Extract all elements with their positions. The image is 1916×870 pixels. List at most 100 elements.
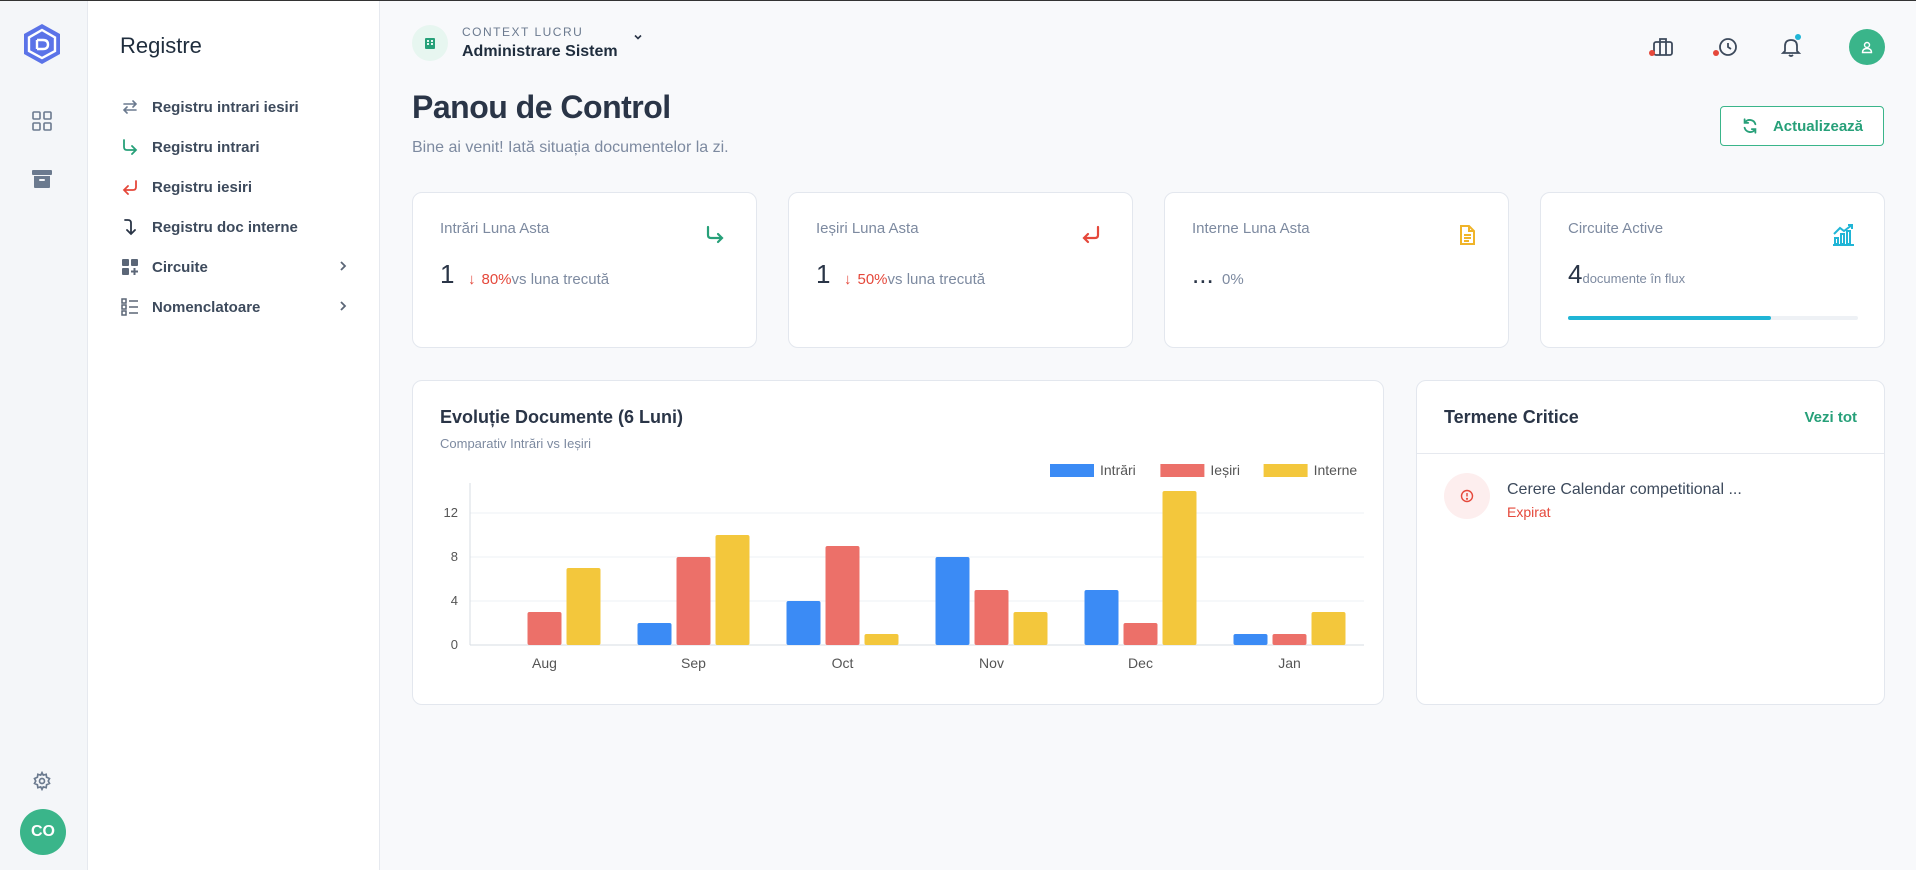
bar-ieșiri	[676, 557, 711, 645]
menu-item-registru-intrari[interactable]: Registru intrari	[120, 133, 350, 161]
chevron-right-icon	[336, 259, 350, 273]
menu-item-nomenclatoare[interactable]: Nomenclatoare	[120, 293, 350, 321]
trend-down-icon: ↓	[844, 271, 852, 288]
menu-item-circuite[interactable]: Circuite	[120, 253, 350, 281]
x-tick-label: Jan	[1278, 655, 1301, 671]
trend-percent: 50%	[857, 271, 888, 288]
stat-value: 1	[816, 259, 831, 289]
bell-icon[interactable]	[1773, 29, 1809, 65]
indicator-dot	[1795, 34, 1801, 40]
arrow-incoming-icon	[701, 221, 729, 249]
history-clock-icon[interactable]	[1709, 29, 1745, 65]
menu-item-registru-doc-interne[interactable]: Registru doc interne	[120, 213, 350, 241]
alert-circle-icon	[1444, 473, 1490, 519]
stat-card-iesiri: Ieșiri Luna Asta 1 ↓ 50%vs luna trecută	[788, 192, 1133, 348]
y-tick-label: 8	[451, 549, 458, 564]
deadline-name: Cerere Calendar competitional ...	[1507, 481, 1742, 498]
bar-ieșiri	[527, 612, 562, 645]
deadline-status: Expirat	[1507, 504, 1551, 520]
indicator-dot	[1713, 50, 1719, 56]
context-label: CONTEXT LUCRU	[462, 25, 584, 39]
menu-item-label: Registru intrari	[152, 138, 260, 156]
divider	[1417, 453, 1884, 454]
swap-arrows-icon	[120, 97, 140, 117]
user-avatar[interactable]: CO	[20, 809, 66, 855]
x-tick-label: Oct	[832, 655, 854, 671]
refresh-label: Actualizează	[1772, 117, 1864, 135]
stat-caption: documente în flux	[1582, 271, 1686, 286]
chart-up-icon	[1829, 221, 1857, 249]
context-value: Administrare Sistem	[462, 43, 618, 60]
menu-item-registru-iesiri[interactable]: Registru iesiri	[120, 173, 350, 201]
page-subtitle: Bine ai venit! Iată situația documentelo…	[412, 139, 729, 156]
stat-card-circuite: Circuite Active 4documente în flux	[1540, 192, 1885, 348]
arrow-outgoing-icon	[1077, 221, 1105, 249]
work-context-selector[interactable]: CONTEXT LUCRU Administrare Sistem	[412, 25, 644, 61]
legend-label: Intrări	[1100, 462, 1136, 478]
stat-title: Interne Luna Asta	[1192, 220, 1310, 237]
chart-title: Evoluție Documente (6 Luni)	[440, 407, 684, 427]
list-icon	[120, 297, 140, 317]
critical-deadlines-panel: Termene Critice Vezi tot Cerere Calendar…	[1416, 380, 1885, 705]
chart-subtitle: Comparativ Intrări vs Ieșiri	[440, 436, 591, 451]
bar-interne	[1013, 612, 1048, 645]
stat-title: Circuite Active	[1568, 220, 1664, 237]
chevron-down-icon	[632, 30, 644, 48]
trend-down-icon: ↓	[468, 271, 476, 288]
x-tick-label: Sep	[681, 655, 706, 671]
building-icon	[412, 25, 448, 61]
menu-item-label: Registru intrari iesiri	[152, 98, 299, 116]
stat-title: Ieșiri Luna Asta	[816, 220, 919, 237]
menu-item-registru-intrari-iesiri[interactable]: Registru intrari iesiri	[120, 93, 350, 121]
archive-icon[interactable]	[28, 165, 56, 193]
trend-text: vs luna trecută	[511, 271, 610, 288]
stat-title: Intrări Luna Asta	[440, 220, 550, 237]
stat-value: 1	[440, 259, 455, 289]
bar-interne	[1311, 612, 1346, 645]
app-logo[interactable]	[22, 23, 62, 65]
arrow-down-turn-icon	[120, 217, 140, 237]
deadline-item[interactable]: Cerere Calendar competitional ... Expira…	[1444, 473, 1859, 523]
page-title: Panou de Control	[412, 89, 671, 125]
y-tick-label: 0	[451, 637, 458, 652]
refresh-icon	[1743, 118, 1757, 134]
indicator-dot	[1649, 50, 1655, 56]
menu-item-label: Registru iesiri	[152, 178, 253, 196]
arrow-incoming-icon	[120, 137, 140, 157]
bar-ieșiri	[1123, 623, 1158, 645]
menu-item-label: Nomenclatoare	[152, 298, 261, 316]
bar-interne	[864, 634, 899, 645]
bar-intrări	[1084, 590, 1119, 645]
grid-icon[interactable]	[28, 107, 56, 135]
stat-number: 4	[1568, 259, 1583, 289]
stat-trend: 0%	[1222, 271, 1244, 288]
documents-chart-panel: Evoluție Documente (6 Luni) Comparativ I…	[412, 380, 1384, 705]
legend-swatch	[1050, 464, 1094, 477]
menu-title: Registre	[120, 33, 202, 58]
bar-ieșiri	[1272, 634, 1307, 645]
bar-interne	[1162, 491, 1197, 645]
circuits-progress-bar	[1568, 316, 1858, 320]
x-tick-label: Dec	[1128, 655, 1153, 671]
bar-interne	[715, 535, 750, 645]
profile-button[interactable]	[1849, 29, 1885, 65]
bar-interne	[566, 568, 601, 645]
documents-bar-chart: 0 4 8 12 Aug Sep Oct Nov Dec Jan Interne Ieșiri Intr…	[444, 462, 1364, 671]
y-tick-label: 12	[444, 505, 458, 520]
widgets-icon	[120, 257, 140, 277]
settings-gear-icon[interactable]	[32, 770, 52, 792]
top-toolbar	[1645, 29, 1885, 65]
user-icon	[1861, 41, 1873, 54]
stat-value: ...	[1192, 259, 1214, 289]
main-content: CONTEXT LUCRU Administrare Sistem	[380, 1, 1916, 870]
legend-swatch	[1263, 464, 1308, 477]
trend-text: vs luna trecută	[887, 271, 986, 288]
bar-intrări	[1233, 634, 1268, 645]
briefcase-icon[interactable]	[1645, 29, 1681, 65]
document-icon	[1453, 221, 1481, 249]
x-tick-label: Nov	[979, 655, 1004, 671]
refresh-button[interactable]: Actualizează	[1720, 106, 1884, 146]
stat-card-intrari: Intrări Luna Asta 1 ↓ 80%vs luna trecută	[412, 192, 757, 348]
view-all-link[interactable]: Vezi tot	[1804, 409, 1857, 426]
menu-item-label: Circuite	[152, 258, 208, 276]
